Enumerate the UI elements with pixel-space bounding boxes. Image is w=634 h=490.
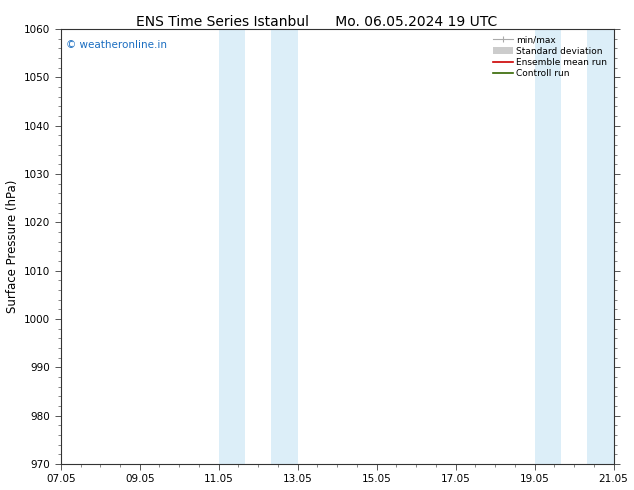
Y-axis label: Surface Pressure (hPa): Surface Pressure (hPa) [6, 180, 18, 313]
Bar [219, 29, 245, 464]
Legend: min/max, Standard deviation, Ensemble mean run, Controll run: min/max, Standard deviation, Ensemble me… [491, 34, 609, 80]
Bar [271, 29, 298, 464]
Bar [534, 29, 561, 464]
Text: © weatheronline.in: © weatheronline.in [67, 40, 167, 50]
Bar [587, 29, 614, 464]
Text: ENS Time Series Istanbul      Mo. 06.05.2024 19 UTC: ENS Time Series Istanbul Mo. 06.05.2024 … [136, 15, 498, 29]
